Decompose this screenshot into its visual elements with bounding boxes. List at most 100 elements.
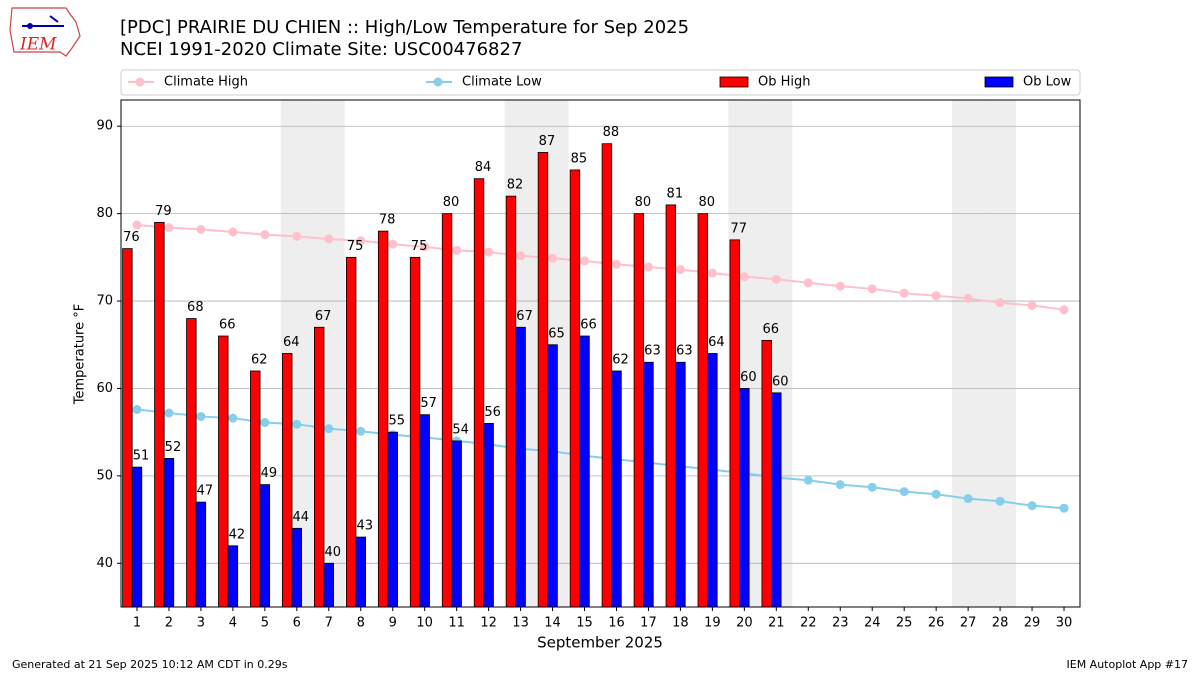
bar (579, 335, 590, 608)
x-tick-label: 22 (800, 616, 817, 631)
data-label: 43 (356, 519, 373, 534)
logo-text: IEM (19, 35, 57, 55)
x-axis-label: September 2025 (537, 634, 663, 652)
bar (122, 248, 133, 608)
data-label: 49 (261, 466, 278, 481)
y-tick-label: 50 (96, 468, 113, 483)
x-tick-label: 5 (261, 616, 269, 631)
data-label: 80 (699, 195, 716, 210)
line-marker (452, 245, 462, 255)
data-label: 57 (420, 396, 437, 411)
bar (313, 326, 325, 608)
x-tick-label: 23 (832, 616, 849, 631)
x-tick-label: 27 (960, 616, 977, 631)
y-tick-label: 40 (96, 556, 113, 571)
line-marker (963, 293, 973, 303)
x-tick-label: 17 (640, 616, 657, 631)
data-label: 60 (772, 374, 789, 389)
bar (697, 213, 708, 608)
bar (227, 545, 239, 608)
line-marker (867, 482, 877, 492)
line-marker (292, 231, 302, 241)
y-tick-label: 90 (96, 119, 113, 134)
data-label: 81 (667, 186, 684, 201)
bar (186, 318, 197, 608)
data-label: 80 (443, 195, 460, 210)
data-label: 65 (548, 326, 565, 341)
data-label: 66 (762, 322, 779, 337)
bar (282, 353, 293, 608)
line-marker (324, 424, 334, 434)
legend-swatch (984, 76, 1014, 88)
y-tick-label: 60 (96, 381, 113, 396)
line-marker (835, 480, 845, 490)
line-marker (228, 413, 238, 423)
x-tick-label: 7 (325, 616, 333, 631)
y-axis-label: Temperature °F (73, 304, 88, 405)
bar (355, 536, 366, 608)
bar (377, 230, 389, 608)
line-marker (707, 268, 717, 278)
bar (665, 204, 677, 608)
bar (601, 143, 613, 608)
line-marker (356, 236, 366, 246)
chart-title: [PDC] PRAIRIE DU CHIEN :: High/Low Tempe… (120, 17, 689, 38)
x-tick-label: 14 (544, 616, 561, 631)
bar (515, 326, 526, 608)
logo: IEM (9, 7, 81, 57)
bar (131, 466, 143, 608)
data-label: 82 (507, 178, 524, 193)
x-tick-label: 26 (928, 616, 945, 631)
bar (291, 527, 303, 608)
line-marker (675, 265, 685, 275)
line-marker (356, 426, 366, 436)
bar (259, 484, 271, 608)
bar (409, 256, 421, 608)
bar (483, 423, 494, 608)
x-tick-label: 4 (229, 616, 237, 631)
plot-frame (120, 99, 1081, 608)
legend-marker (135, 77, 145, 87)
y-tick-label: 80 (96, 206, 113, 221)
bar (729, 239, 740, 608)
data-label: 51 (133, 449, 150, 464)
data-label: 52 (165, 440, 182, 455)
x-tick-label: 2 (165, 616, 173, 631)
data-label: 62 (251, 352, 268, 367)
data-label: 64 (708, 335, 725, 350)
legend-box (120, 69, 1081, 96)
line-marker (164, 223, 174, 233)
data-label: 44 (293, 510, 310, 525)
bar (345, 256, 357, 608)
line-marker (484, 247, 494, 257)
line-marker (292, 419, 302, 429)
data-label: 68 (187, 300, 204, 315)
bar (537, 152, 549, 608)
line-marker (132, 404, 142, 414)
bar (633, 213, 645, 608)
data-label: 47 (197, 484, 214, 499)
line-marker (580, 256, 590, 266)
x-tick-label: 24 (864, 616, 881, 631)
data-label: 63 (644, 344, 661, 359)
bar (675, 361, 686, 608)
data-label: 64 (283, 335, 300, 350)
line-marker (867, 284, 877, 294)
bar (218, 335, 229, 608)
line-marker (963, 494, 973, 504)
line-marker (324, 234, 334, 244)
bar (643, 361, 654, 608)
data-label: 75 (347, 239, 364, 254)
legend-swatch (719, 76, 749, 88)
line-marker (516, 251, 526, 261)
x-tick-label: 30 (1056, 616, 1073, 631)
line-marker (196, 224, 206, 234)
line-marker (995, 496, 1005, 506)
x-tick-label: 29 (1024, 616, 1041, 631)
footer-left: Generated at 21 Sep 2025 10:12 AM CDT in… (12, 658, 288, 671)
x-tick-label: 3 (197, 616, 205, 631)
data-label: 42 (229, 527, 246, 542)
data-label: 67 (516, 309, 533, 324)
x-tick-label: 21 (768, 616, 785, 631)
